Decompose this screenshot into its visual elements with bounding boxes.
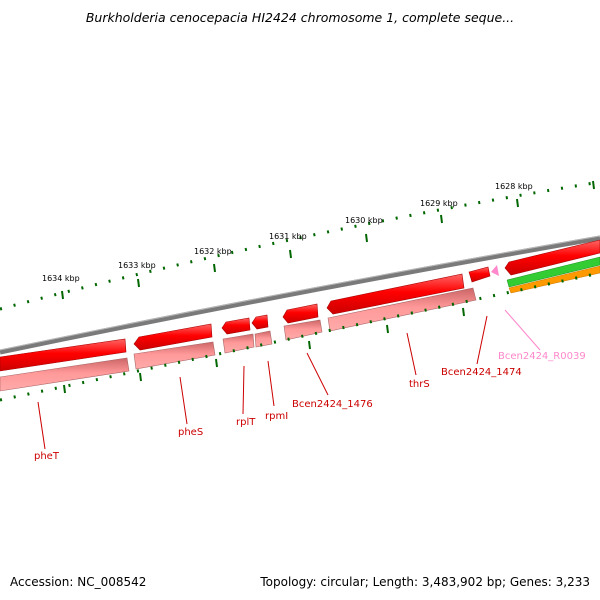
tick-label: 1629 kbp <box>420 199 458 208</box>
cds-feature[interactable] <box>327 287 477 332</box>
outer-minor-ticks <box>0 180 600 311</box>
gene-label[interactable]: pheT <box>34 451 60 462</box>
forward-cds-track <box>0 239 600 372</box>
major-tick-1633 <box>137 278 140 288</box>
cds-feature[interactable] <box>0 357 130 392</box>
inner-minor-ticks <box>0 271 600 402</box>
cds-feature[interactable] <box>254 330 273 348</box>
gene-label[interactable]: thrS <box>409 379 430 390</box>
reverse-cds-track <box>0 287 477 392</box>
tick-label: 1630 kbp <box>345 216 383 225</box>
cds-feature[interactable] <box>283 319 323 341</box>
inner-scale-ticks <box>0 271 600 402</box>
leader-line-bcen1474 <box>476 315 488 365</box>
tick-label: 1628 kbp <box>495 182 533 191</box>
tick-label: 1634 kbp <box>42 274 80 283</box>
gene-labels: pheT pheS rplT rpmI Bcen2424_1476 thrS B… <box>34 351 586 462</box>
tick-label: 1633 kbp <box>118 261 156 270</box>
cds-feature[interactable] <box>251 314 269 330</box>
gene-label[interactable]: Bcen2424_1474 <box>441 367 522 378</box>
accession-text: Accession: NC_008542 <box>10 575 147 589</box>
backbone-ring <box>0 235 600 355</box>
leader-line-phes <box>179 376 188 425</box>
cds-feature[interactable] <box>133 341 216 370</box>
cds-feature[interactable] <box>221 317 251 335</box>
inner-major-tick <box>63 384 66 394</box>
inner-major-tick <box>308 340 311 350</box>
gene-label[interactable]: rpmI <box>265 411 288 422</box>
tick-label: 1631 kbp <box>269 232 307 241</box>
inner-major-tick <box>215 358 218 368</box>
major-tick-edge <box>592 180 595 190</box>
gene-label[interactable]: rplT <box>236 417 256 428</box>
inner-major-tick <box>139 372 142 382</box>
leader-line-rplt <box>242 365 245 415</box>
leader-lines <box>37 309 541 450</box>
inner-major-tick <box>386 324 389 334</box>
inner-major-tick <box>462 307 465 317</box>
major-tick-1629 <box>440 214 443 224</box>
genome-summary-text: Topology: circular; Length: 3,483,902 bp… <box>260 575 590 589</box>
gene-label[interactable]: Bcen2424_1476 <box>292 399 373 410</box>
map-title: Burkholderia cenocepacia HI2424 chromoso… <box>85 10 515 25</box>
major-tick-1631 <box>289 249 292 259</box>
track-green <box>506 256 600 288</box>
major-tick-1634 <box>61 290 64 300</box>
cds-feature[interactable] <box>133 323 213 351</box>
major-tick-1632 <box>213 263 216 273</box>
leader-line-rpmi <box>267 360 275 407</box>
cds-feature[interactable] <box>0 338 127 372</box>
cds-feature[interactable] <box>468 266 491 283</box>
gene-label[interactable]: pheS <box>178 427 203 438</box>
cds-feature[interactable] <box>326 273 465 315</box>
leader-line-thrs <box>406 332 417 376</box>
leader-line-r0039 <box>504 309 541 351</box>
major-tick-1628 <box>516 198 519 208</box>
cds-feature[interactable] <box>282 303 319 324</box>
rna-feature[interactable] <box>491 265 499 276</box>
rna-label[interactable]: Bcen2424_R0039 <box>498 351 586 362</box>
outer-scale-ticks <box>0 180 600 311</box>
leader-line-bcen1476 <box>306 352 329 396</box>
leader-line-phet <box>37 401 46 450</box>
tick-label: 1632 kbp <box>194 247 232 256</box>
cds-feature[interactable] <box>504 239 600 276</box>
cds-feature[interactable] <box>222 333 255 354</box>
backbone-highlight <box>0 235 600 351</box>
major-tick-1630 <box>365 233 368 243</box>
scale-labels: 1634 kbp 1633 kbp 1632 kbp 1631 kbp 1630… <box>42 182 533 283</box>
track-orange <box>508 265 600 294</box>
